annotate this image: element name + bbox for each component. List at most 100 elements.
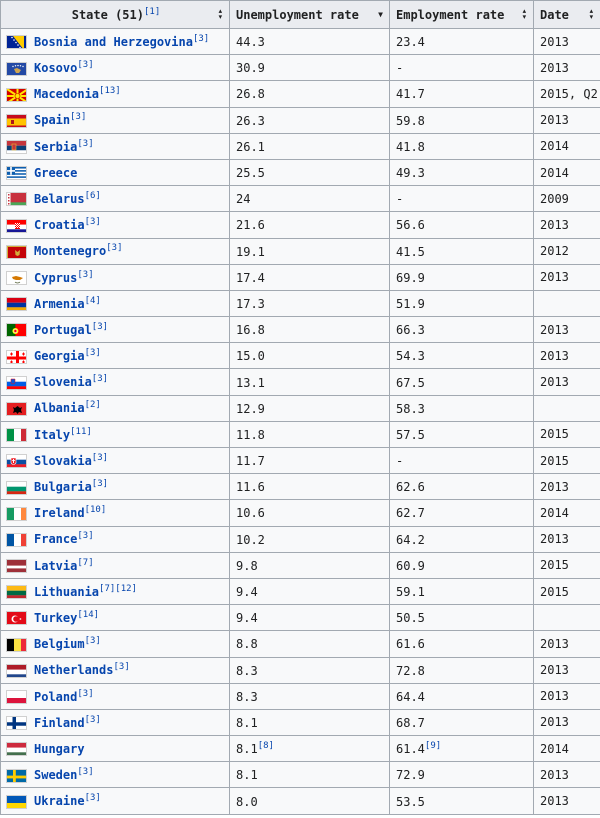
reference-link[interactable]: [3] — [91, 374, 109, 385]
reference-link[interactable]: [7][12] — [99, 583, 137, 594]
country-link[interactable]: France — [34, 532, 78, 547]
reference-link[interactable]: [3] — [70, 112, 87, 123]
state-cell: Sweden[3] — [0, 761, 230, 789]
date-cell: 2013 — [533, 54, 600, 82]
country-link[interactable]: Turkey — [34, 610, 78, 625]
slovakia-flag — [6, 454, 27, 469]
country-link[interactable]: Cyprus — [34, 270, 78, 285]
reference-link[interactable]: [3] — [84, 714, 101, 725]
date-value: 2013 — [540, 60, 569, 75]
table-row: Slovakia[3] 11.7 - 2015 — [0, 446, 600, 475]
employment-cell: 49.3 — [389, 158, 534, 187]
reference-link[interactable]: [7] — [77, 557, 94, 568]
reference-link[interactable]: [14] — [77, 609, 100, 620]
table-row: Albania[2] 12.9 58.3 — [0, 394, 600, 422]
country-link[interactable]: Belarus — [34, 191, 85, 206]
date-value: 2013 — [540, 794, 569, 809]
reference-link[interactable]: [3] — [106, 243, 123, 254]
portugal-flag — [6, 323, 27, 338]
reference-link[interactable]: [3] — [77, 269, 94, 280]
country-link[interactable]: Latvia — [34, 558, 78, 573]
country-link[interactable]: Ireland — [34, 506, 85, 521]
reference-link[interactable]: [3] — [77, 60, 94, 71]
country-link[interactable]: Bulgaria — [34, 480, 92, 495]
date-value: 2013 — [540, 689, 569, 704]
country-link[interactable]: Poland — [34, 689, 78, 704]
reference-link[interactable]: [8] — [257, 741, 274, 752]
unemployment-value: 24 — [236, 192, 251, 207]
country-link[interactable]: Finland — [34, 715, 85, 730]
unemployment-cell: 9.8 — [229, 551, 390, 579]
state-cell: Latvia[7] — [0, 551, 230, 579]
reference-link[interactable]: [3] — [192, 33, 210, 44]
reference-link[interactable]: [3] — [77, 138, 94, 149]
reference-link[interactable]: [6] — [84, 190, 101, 201]
country-link[interactable]: Croatia — [34, 218, 85, 233]
date-cell: 2013 — [533, 342, 600, 370]
unemployment-cell: 13.1 — [229, 368, 390, 396]
reference-link[interactable]: [9] — [424, 741, 442, 752]
reference-link[interactable]: [2] — [84, 400, 101, 411]
country-link[interactable]: Italy — [34, 427, 71, 442]
sort-icon[interactable] — [522, 7, 527, 22]
unemployment-value: 19.1 — [236, 244, 265, 259]
sort-descending-icon[interactable] — [378, 10, 383, 20]
sort-icon[interactable] — [589, 7, 594, 22]
reference-link[interactable]: [13] — [99, 86, 121, 97]
reference-link[interactable]: [3] — [91, 321, 109, 332]
date-cell: 2009 — [533, 185, 600, 213]
sort-icon[interactable] — [218, 7, 223, 22]
unemployment-value: 8.3 — [236, 663, 258, 678]
reference-link[interactable]: [3] — [91, 452, 109, 463]
country-link[interactable]: Macedonia — [34, 87, 100, 102]
country-link[interactable]: Armenia — [34, 296, 85, 311]
reference-link[interactable]: [3] — [84, 217, 101, 228]
country-link[interactable]: Hungary — [34, 741, 85, 756]
reference-link[interactable]: [3] — [113, 662, 130, 673]
date-cell: 2013 — [533, 761, 600, 789]
finland-flag — [6, 716, 27, 731]
reference-link[interactable]: [3] — [77, 688, 94, 699]
reference-link[interactable]: [11] — [70, 426, 92, 437]
country-link[interactable]: Ukraine — [34, 794, 85, 809]
reference-link[interactable]: [3] — [84, 636, 101, 647]
country-link[interactable]: Sweden — [34, 768, 78, 783]
unemployment-value: 17.4 — [236, 270, 265, 285]
country-link[interactable]: Kosovo — [34, 61, 78, 76]
country-link[interactable]: Belgium — [34, 637, 85, 652]
employment-value: 49.3 — [396, 166, 425, 181]
reference-link[interactable]: [3] — [77, 531, 94, 542]
reference-link[interactable]: [3] — [84, 793, 101, 804]
unemployment-value: 12.9 — [236, 401, 265, 416]
country-link[interactable]: Slovakia — [34, 453, 92, 468]
date-cell: 2014 — [533, 132, 600, 160]
country-link[interactable]: Georgia — [34, 349, 85, 364]
employment-cell: 23.4 — [389, 27, 534, 56]
employment-value: 51.9 — [396, 296, 425, 311]
header-state[interactable]: State (51)[1] — [0, 0, 230, 29]
table-row: Sweden[3] 8.1 72.9 2013 — [0, 761, 600, 789]
country-link[interactable]: Greece — [34, 165, 78, 180]
header-employment[interactable]: Employment rate — [389, 0, 534, 29]
date-value: 2013 — [540, 34, 569, 49]
country-link[interactable]: Netherlands — [34, 663, 114, 678]
country-link[interactable]: Lithuania — [34, 584, 100, 599]
employment-cell: 41.7 — [389, 80, 534, 108]
country-link[interactable]: Serbia — [34, 139, 78, 154]
country-link[interactable]: Albania — [34, 401, 85, 416]
country-link[interactable]: Spain — [34, 113, 71, 128]
reference-link[interactable]: [3] — [84, 348, 101, 359]
unemployment-value: 25.5 — [236, 166, 265, 181]
header-unemployment[interactable]: Unemployment rate — [229, 0, 390, 29]
reference-link[interactable]: [3] — [91, 479, 109, 490]
employment-cell: 54.3 — [389, 342, 534, 370]
country-link[interactable]: Portugal — [34, 322, 92, 337]
reference-link[interactable]: [4] — [84, 295, 101, 306]
header-date[interactable]: Date — [533, 0, 600, 29]
country-link[interactable]: Bosnia and Herzegovina — [34, 34, 193, 49]
reference-link[interactable]: [3] — [77, 767, 94, 778]
country-link[interactable]: Montenegro — [34, 244, 107, 259]
country-link[interactable]: Slovenia — [34, 375, 92, 390]
header-state-ref[interactable]: [1] — [143, 7, 161, 17]
reference-link[interactable]: [10] — [84, 505, 107, 516]
